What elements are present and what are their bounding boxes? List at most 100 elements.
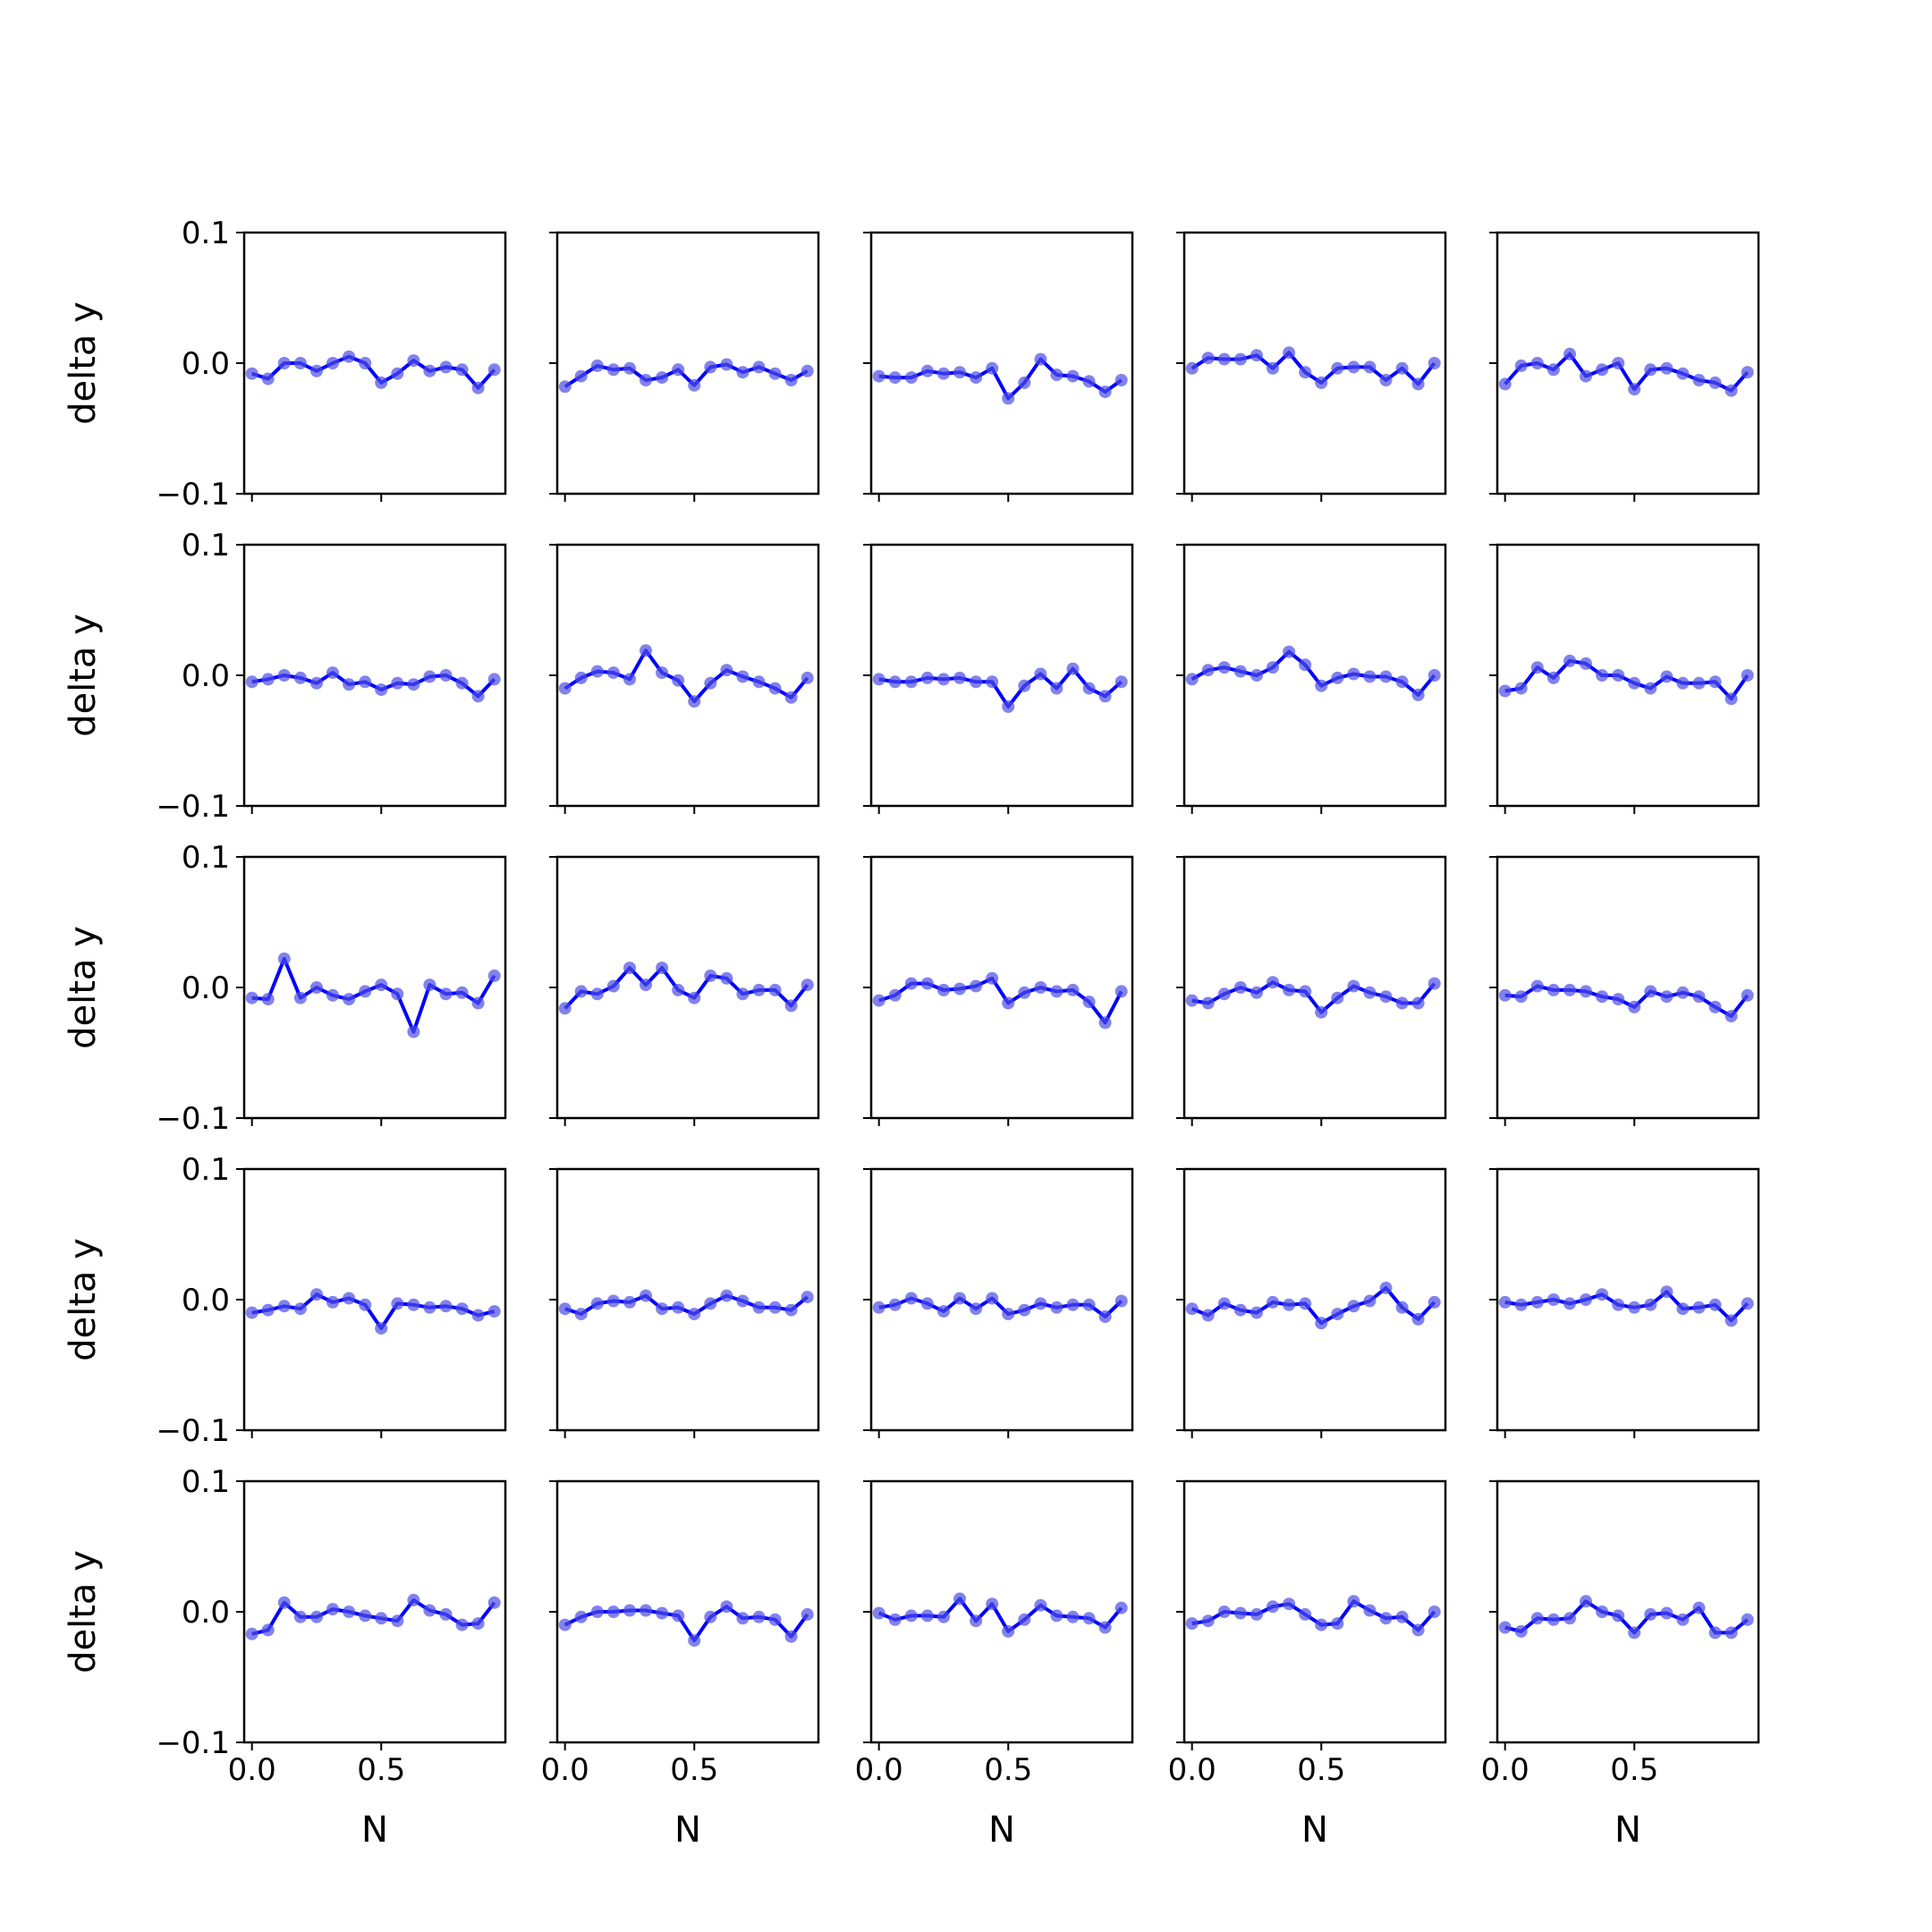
data-point — [1363, 1604, 1377, 1617]
data-point — [1114, 374, 1128, 386]
data-point — [656, 1606, 669, 1620]
data-point — [752, 675, 766, 689]
data-point — [277, 952, 291, 965]
data-point — [606, 363, 620, 377]
data-point — [888, 371, 902, 385]
data-point — [986, 1292, 999, 1305]
data-point — [1676, 1613, 1690, 1626]
y-tick-label: 0.0 — [182, 1283, 230, 1318]
data-point — [1395, 996, 1409, 1010]
data-point — [1098, 1621, 1112, 1634]
data-point — [1315, 376, 1328, 389]
data-point — [1217, 352, 1231, 366]
data-point — [293, 671, 307, 684]
data-point — [487, 1305, 501, 1318]
series-line — [251, 671, 496, 699]
data-point — [656, 371, 669, 385]
y-tick-label: 0.1 — [182, 840, 230, 876]
data-point — [1660, 670, 1674, 683]
data-point — [1034, 667, 1047, 681]
data-point — [245, 991, 258, 1004]
data-point — [688, 695, 701, 708]
data-point — [784, 691, 798, 704]
data-point — [986, 971, 999, 985]
data-point — [1628, 1301, 1641, 1314]
data-point — [1018, 376, 1031, 389]
data-point — [1267, 361, 1279, 375]
data-point — [704, 360, 717, 374]
data-point — [953, 982, 966, 996]
data-point — [1331, 671, 1344, 684]
data-point — [590, 1606, 604, 1618]
data-point — [293, 1610, 307, 1623]
data-point — [920, 671, 934, 684]
series-line — [564, 966, 809, 1010]
data-point — [1233, 981, 1247, 994]
panel-r1-c3 — [863, 231, 1134, 502]
data-point — [1563, 1297, 1576, 1310]
data-point — [623, 361, 636, 375]
data-point — [672, 1609, 685, 1623]
data-point — [326, 1295, 339, 1309]
data-point — [1660, 361, 1674, 375]
data-point — [1283, 645, 1296, 658]
data-point — [1217, 1297, 1231, 1310]
series-line — [1191, 1599, 1436, 1632]
data-point — [1082, 1298, 1096, 1311]
data-point — [1283, 1298, 1296, 1311]
data-point — [1563, 1612, 1576, 1625]
data-point — [310, 981, 323, 994]
data-point — [1724, 1626, 1738, 1640]
y-tick-label: 0.1 — [182, 1152, 230, 1188]
data-point — [1267, 661, 1279, 674]
y-axis-label: delta y — [63, 926, 104, 1049]
series-line — [564, 362, 809, 388]
y-tick-label: −0.1 — [156, 789, 230, 825]
data-point — [1018, 986, 1031, 999]
data-point — [1034, 981, 1047, 994]
data-point — [1347, 979, 1360, 993]
data-point — [407, 1298, 420, 1311]
data-point — [1114, 985, 1128, 998]
data-point — [656, 666, 669, 680]
data-point — [471, 1617, 485, 1631]
data-point — [487, 1596, 501, 1609]
data-point — [1546, 983, 1560, 996]
series-line — [251, 354, 496, 390]
data-point — [688, 1634, 701, 1648]
data-point — [888, 675, 902, 689]
data-point — [1514, 990, 1528, 1004]
series-line — [1504, 658, 1750, 701]
series-line — [877, 1597, 1123, 1633]
data-point — [736, 1294, 750, 1308]
x-tick-label: 0.0 — [855, 1752, 903, 1788]
data-point — [1050, 682, 1063, 695]
data-point — [293, 1302, 307, 1316]
data-point — [1347, 1300, 1360, 1313]
data-point — [1612, 669, 1625, 682]
data-point — [801, 1291, 814, 1304]
data-point — [736, 670, 750, 683]
data-point — [704, 969, 717, 982]
data-point — [1299, 366, 1312, 379]
data-point — [1644, 363, 1657, 377]
data-point — [1708, 1298, 1722, 1311]
data-point — [1580, 657, 1592, 670]
data-point — [640, 1604, 652, 1617]
data-point — [439, 987, 453, 1001]
data-point — [391, 1614, 404, 1628]
data-point — [1741, 1613, 1754, 1626]
data-point — [277, 1596, 291, 1609]
data-point — [574, 1610, 588, 1623]
y-tick-label: −0.1 — [156, 477, 230, 513]
data-point — [872, 994, 886, 1007]
data-point — [1379, 374, 1393, 386]
data-point — [310, 1288, 323, 1301]
data-point — [1082, 682, 1096, 695]
data-point — [736, 1612, 750, 1625]
data-point — [1114, 1601, 1128, 1614]
panel-r3-c2 — [549, 855, 820, 1126]
data-point — [487, 673, 501, 686]
data-point — [1580, 369, 1592, 383]
data-point — [1331, 1617, 1344, 1631]
